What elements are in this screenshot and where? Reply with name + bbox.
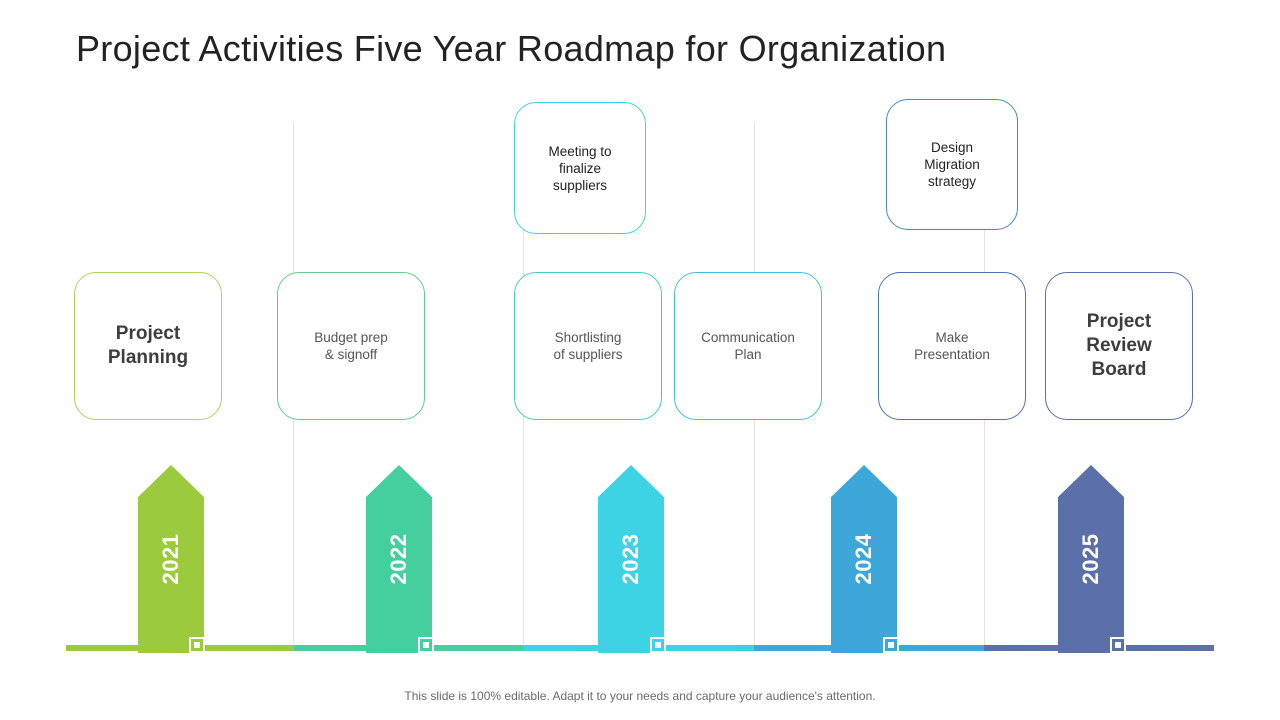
year-arrow-2025: 2025 — [1058, 465, 1124, 653]
year-arrow-2022: 2022 — [366, 465, 432, 653]
year-label: 2025 — [1078, 533, 1103, 585]
card-project-review: Project Review Board — [1045, 272, 1193, 420]
year-arrow-2024: 2024 — [831, 465, 897, 653]
card-project-planning: Project Planning — [74, 272, 222, 420]
timeline-marker-icon — [189, 637, 205, 653]
card-make-presentation: Make Presentation — [878, 272, 1026, 420]
year-label: 2024 — [851, 533, 876, 585]
year-arrow-2023: 2023 — [598, 465, 664, 653]
year-label: 2023 — [618, 533, 643, 585]
footer-note: This slide is 100% editable. Adapt it to… — [404, 689, 876, 703]
card-shortlisting: Shortlisting of suppliers — [514, 272, 662, 420]
timeline-marker-icon — [1110, 637, 1126, 653]
timeline-marker-icon — [883, 637, 899, 653]
card-budget-prep: Budget prep & signoff — [277, 272, 425, 420]
card-design-migration: Design Migration strategy — [886, 99, 1018, 230]
card-meeting-suppliers: Meeting to finalize suppliers — [514, 102, 646, 234]
year-label: 2021 — [158, 533, 183, 585]
year-arrow-2021: 2021 — [138, 465, 204, 653]
card-communication-plan: Communication Plan — [674, 272, 822, 420]
timeline-marker-icon — [418, 637, 434, 653]
timeline-marker-icon — [650, 637, 666, 653]
year-label: 2022 — [386, 533, 411, 585]
slide-title: Project Activities Five Year Roadmap for… — [76, 28, 947, 69]
